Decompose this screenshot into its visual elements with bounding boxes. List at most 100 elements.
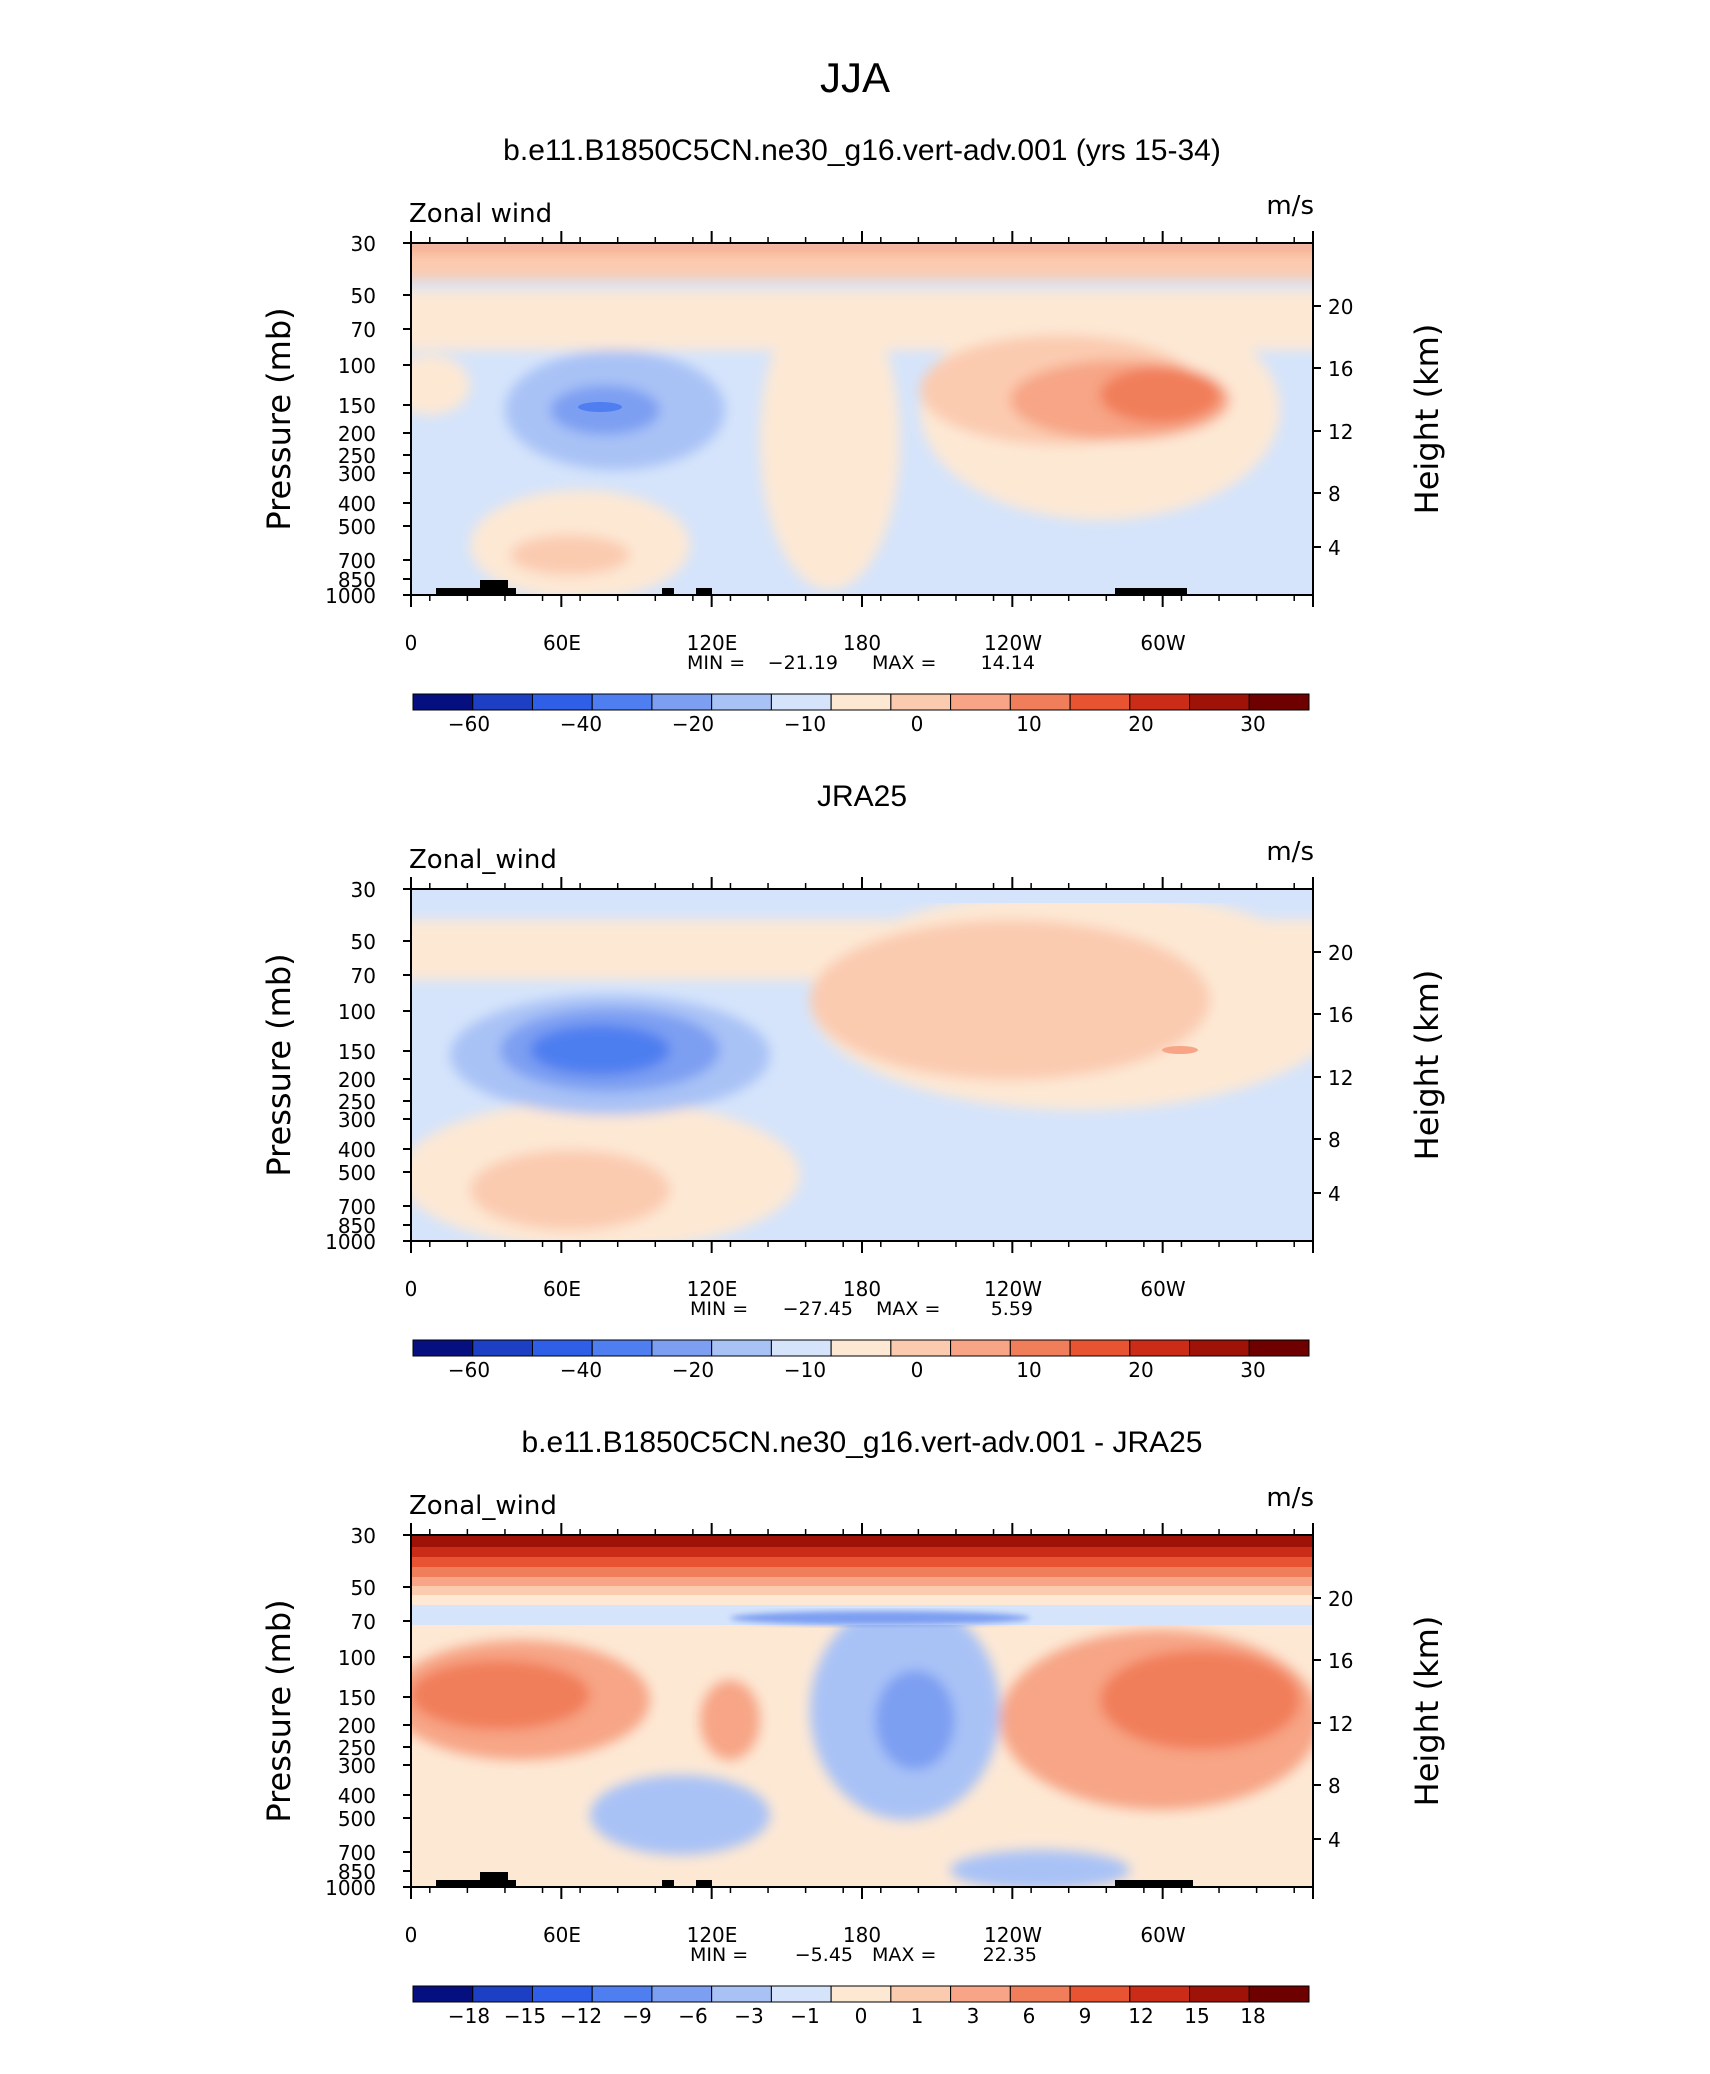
min-max-readout: MIN = −27.45 MAX = 5.59 (690, 1298, 1033, 1320)
colorbar-swatch (1248, 693, 1310, 711)
colorbar-swatch (472, 693, 533, 711)
y-tick-label: 300 (338, 462, 376, 486)
x-tick-labels: 0 60E 120E 180 120W 60W (405, 631, 1186, 655)
tick-marks (403, 1523, 1321, 1899)
y2-axis-title: Height (km) (1408, 324, 1446, 515)
y-axis-title: Pressure (mb) (260, 953, 298, 1176)
min-label: MIN = (690, 1298, 748, 1320)
colorbar (412, 1339, 1310, 1357)
x-tick-label: 180 (843, 1923, 881, 1947)
region-trop-west (760, 290, 900, 590)
y-tick-label: 500 (338, 1161, 376, 1185)
min-label: MIN = (687, 652, 745, 674)
y2-tick-label: 16 (1328, 1649, 1353, 1673)
colorbar-swatch (711, 1339, 772, 1357)
colorbar-swatch (1069, 1339, 1131, 1357)
x-tick-label: 60W (1140, 1923, 1185, 1947)
panel-reanalysis: JRA25 Zonal_wind m/s 30 50 (260, 780, 1446, 1382)
colorbar-labels: −60 −40 −20 −10 0 10 20 30 (448, 712, 1266, 736)
colorbar-swatch (890, 1985, 952, 2003)
figure-title: JJA (820, 54, 890, 101)
colorbar-swatch (770, 693, 832, 711)
colorbar-swatch (472, 1985, 533, 2003)
y-tick-label: 500 (338, 515, 376, 539)
axes-ticks: 30 50 70 100 150 200 250 300 400 500 700… (325, 231, 1353, 655)
y2-axis-title: Height (km) (1408, 1616, 1446, 1807)
y-tick-label: 1000 (325, 584, 376, 608)
max-label: MAX = (876, 1298, 940, 1320)
topography (1115, 1880, 1193, 1887)
y-tick-label: 850 (338, 1860, 376, 1884)
x-tick-label: 120W (984, 1277, 1042, 1301)
topography (696, 588, 712, 595)
region-lower-westerly-core (510, 535, 630, 575)
y-tick-label: 150 (338, 1040, 376, 1064)
region-local-max (1162, 1046, 1198, 1054)
colorbar (412, 1985, 1310, 2003)
colorbar-label: 20 (1128, 712, 1153, 736)
region-easterly-70mb (730, 1611, 1030, 1625)
x-tick-label: 60E (543, 631, 581, 655)
colorbar-label: −1 (790, 2004, 819, 2028)
y2-tick-label: 4 (1328, 1828, 1341, 1852)
region-west-positive (411, 355, 470, 415)
y2-tick-label: 20 (1328, 295, 1353, 319)
y-tick-label: 700 (338, 549, 376, 573)
colorbar-label: 12 (1128, 2004, 1153, 2028)
colorbar-swatch (531, 1985, 593, 2003)
panel-title: b.e11.B1850C5CN.ne30_g16.vert-adv.001 - … (522, 1426, 1203, 1459)
left-label: Zonal_wind (409, 1491, 557, 1521)
y-tick-label: 70 (351, 1610, 376, 1634)
y-tick-label: 70 (351, 318, 376, 342)
contour-field (411, 243, 1313, 595)
y2-tick-label: 8 (1328, 1774, 1341, 1798)
y2-tick-label: 20 (1328, 1587, 1353, 1611)
colorbar (412, 693, 1310, 711)
y2-tick-labels: 20 16 12 8 4 (1328, 941, 1353, 1206)
region-jet-east (810, 920, 1210, 1080)
colorbar-swatch (651, 1985, 713, 2003)
x-tick-label: 120W (984, 631, 1042, 655)
y-tick-label: 30 (351, 878, 376, 902)
colorbar-label: −6 (678, 2004, 707, 2028)
min-max-readout: MIN = −21.19 MAX = 14.14 (687, 652, 1035, 674)
topography (696, 1880, 712, 1887)
y2-tick-label: 16 (1328, 1003, 1353, 1027)
colorbar-swatch (591, 1339, 653, 1357)
topography (480, 1872, 508, 1887)
x-tick-label: 180 (843, 631, 881, 655)
region-easterly-min (578, 402, 622, 412)
max-label: MAX = (872, 652, 936, 674)
colorbar-swatch (890, 1339, 952, 1357)
y-tick-labels: 30 50 70 100 150 200 250 300 400 500 700… (325, 1524, 376, 1900)
units-label: m/s (1266, 1483, 1314, 1513)
colorbar-swatch (1129, 693, 1191, 711)
colorbar-label: −40 (560, 1358, 602, 1382)
colorbar-swatch (1248, 1339, 1310, 1357)
panel-difference: b.e11.B1850C5CN.ne30_g16.vert-adv.001 - … (260, 1426, 1446, 2028)
colorbar-label: −20 (672, 1358, 714, 1382)
topography (662, 588, 674, 595)
y-tick-label: 200 (338, 1068, 376, 1092)
colorbar-label: 1 (911, 2004, 924, 2028)
region-easterly-core (530, 1025, 670, 1075)
colorbar-swatch (950, 1339, 1011, 1357)
colorbar-swatch (950, 693, 1011, 711)
y-tick-label: 500 (338, 1807, 376, 1831)
tick-marks (403, 877, 1321, 1253)
y-tick-label: 50 (351, 284, 376, 308)
y-tick-labels: 30 50 70 100 150 200 250 300 400 500 700… (325, 878, 376, 1254)
topography (436, 1880, 516, 1887)
colorbar-swatch (1009, 1985, 1071, 2003)
units-label: m/s (1266, 837, 1314, 867)
colorbar-label: 10 (1016, 1358, 1041, 1382)
y-tick-label: 250 (338, 1736, 376, 1760)
region-east-jet-core (1100, 1650, 1300, 1750)
band-strat (411, 1595, 1313, 1605)
colorbar-swatch (531, 693, 593, 711)
band-strat (411, 1535, 1313, 1547)
colorbar-label: 3 (967, 2004, 980, 2028)
x-tick-label: 60E (543, 1277, 581, 1301)
colorbar-label: −40 (560, 712, 602, 736)
